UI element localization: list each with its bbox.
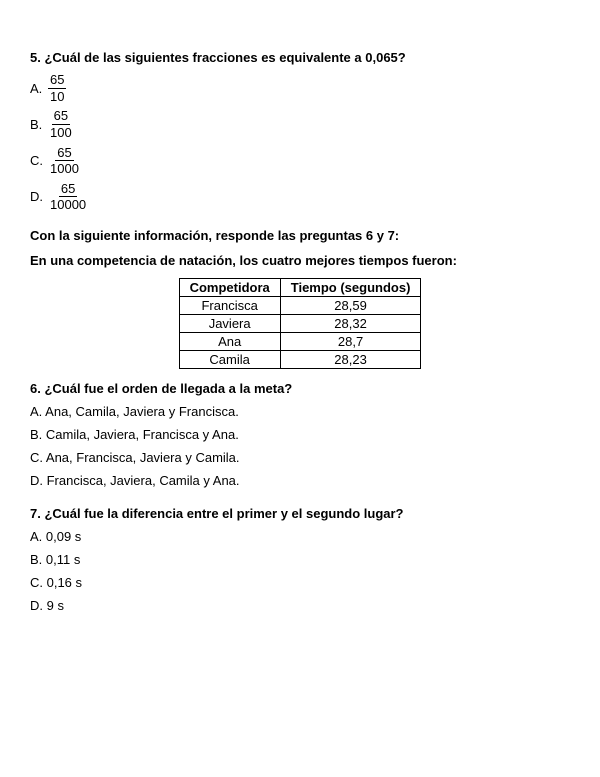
option-letter: B. <box>30 117 48 132</box>
td-time: 28,32 <box>280 315 421 333</box>
table-row: Javiera 28,32 <box>179 315 421 333</box>
td-time: 28,59 <box>280 297 421 315</box>
table-row: Camila 28,23 <box>179 351 421 369</box>
fraction: 65 10000 <box>48 182 88 212</box>
q7-option-c: C. 0,16 s <box>30 575 570 590</box>
question-7-title: 7. ¿Cuál fue la diferencia entre el prim… <box>30 506 570 521</box>
q6-option-b: B. Camila, Javiera, Francisca y Ana. <box>30 427 570 442</box>
fraction-den: 100 <box>48 125 74 140</box>
td-name: Ana <box>179 333 280 351</box>
fraction: 65 100 <box>48 109 74 139</box>
td-name: Francisca <box>179 297 280 315</box>
fraction-den: 10 <box>48 89 66 104</box>
fraction-num: 65 <box>48 73 66 89</box>
option-letter: A. <box>30 81 48 96</box>
competitors-table-wrap: Competidora Tiempo (segundos) Francisca … <box>30 278 570 369</box>
fraction-num: 65 <box>59 182 77 198</box>
table-row: Ana 28,7 <box>179 333 421 351</box>
th-competidora: Competidora <box>179 279 280 297</box>
worksheet-page: 5. ¿Cuál de las siguientes fracciones es… <box>0 0 600 777</box>
table-row: Francisca 28,59 <box>179 297 421 315</box>
q6-option-d: D. Francisca, Javiera, Camila y Ana. <box>30 473 570 488</box>
fraction-num: 65 <box>52 109 70 125</box>
question-6-title: 6. ¿Cuál fue el orden de llegada a la me… <box>30 381 570 396</box>
question-7: 7. ¿Cuál fue la diferencia entre el prim… <box>30 506 570 613</box>
intro-67-line2: En una competencia de natación, los cuat… <box>30 253 570 268</box>
fraction-den: 10000 <box>48 197 88 212</box>
q7-option-d: D. 9 s <box>30 598 570 613</box>
q5-option-c: C. 65 1000 <box>30 146 570 176</box>
q7-option-b: B. 0,11 s <box>30 552 570 567</box>
fraction: 65 1000 <box>48 146 81 176</box>
table-header-row: Competidora Tiempo (segundos) <box>179 279 421 297</box>
td-time: 28,7 <box>280 333 421 351</box>
fraction-num: 65 <box>55 146 73 162</box>
th-tiempo: Tiempo (segundos) <box>280 279 421 297</box>
fraction-den: 1000 <box>48 161 81 176</box>
question-6: 6. ¿Cuál fue el orden de llegada a la me… <box>30 381 570 488</box>
q7-option-a: A. 0,09 s <box>30 529 570 544</box>
question-5-title: 5. ¿Cuál de las siguientes fracciones es… <box>30 50 570 65</box>
td-name: Javiera <box>179 315 280 333</box>
q5-option-a: A. 65 10 <box>30 73 570 103</box>
option-letter: D. <box>30 189 48 204</box>
q5-option-b: B. 65 100 <box>30 109 570 139</box>
option-letter: C. <box>30 153 48 168</box>
q6-option-c: C. Ana, Francisca, Javiera y Camila. <box>30 450 570 465</box>
td-time: 28,23 <box>280 351 421 369</box>
fraction: 65 10 <box>48 73 66 103</box>
q6-option-a: A. Ana, Camila, Javiera y Francisca. <box>30 404 570 419</box>
q5-option-d: D. 65 10000 <box>30 182 570 212</box>
td-name: Camila <box>179 351 280 369</box>
question-5: 5. ¿Cuál de las siguientes fracciones es… <box>30 50 570 212</box>
competitors-table: Competidora Tiempo (segundos) Francisca … <box>179 278 422 369</box>
intro-67-line1: Con la siguiente información, responde l… <box>30 228 570 243</box>
